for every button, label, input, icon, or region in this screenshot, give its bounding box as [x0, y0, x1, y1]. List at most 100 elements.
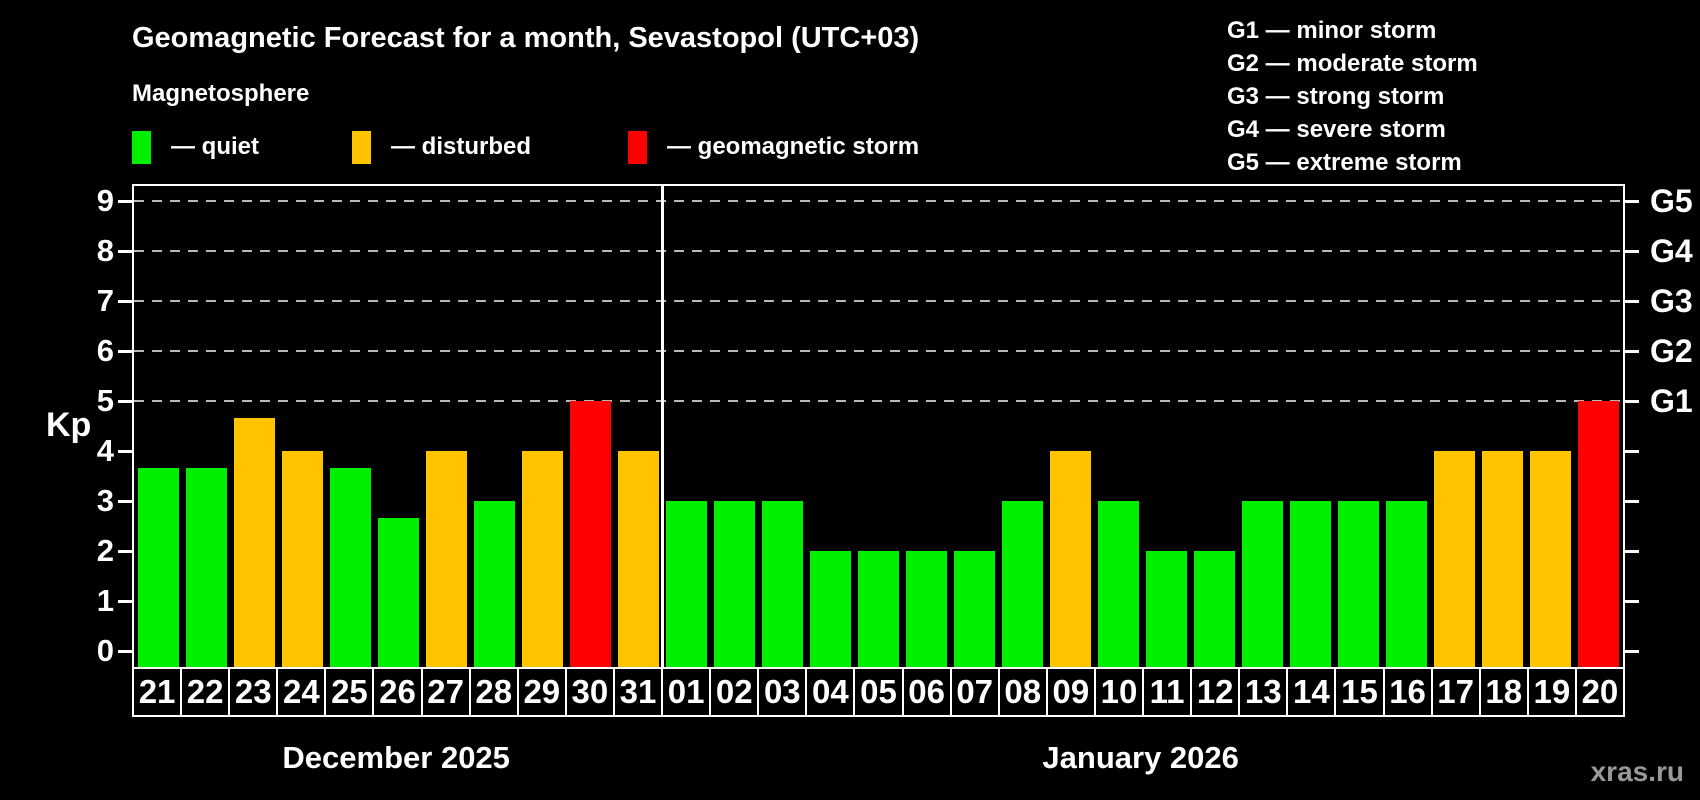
- date-cell: 16: [1384, 669, 1431, 715]
- date-cell: 14: [1288, 669, 1335, 715]
- date-cell: 02: [711, 669, 758, 715]
- month-divider-line: [660, 186, 664, 667]
- date-cell: 03: [759, 669, 806, 715]
- y-tick-label: 2: [96, 533, 114, 568]
- right-axis-tick: [1625, 199, 1639, 203]
- y-axis-tick: [118, 249, 132, 253]
- kp-bar: [185, 467, 227, 667]
- gridline-kp9: [134, 200, 1623, 202]
- g-scale-legend: G1 — minor storm G2 — moderate storm G3 — …: [1227, 14, 1478, 179]
- date-cell: 28: [470, 669, 517, 715]
- y-axis-tick: [118, 349, 132, 353]
- kp-bar: [1290, 501, 1332, 667]
- kp-bar: [1098, 501, 1140, 667]
- right-axis-tick: [1625, 299, 1639, 303]
- kp-bar: [761, 501, 803, 667]
- gridline-kp5: [134, 400, 1623, 402]
- date-cell: 18: [1480, 669, 1527, 715]
- right-axis-tick: [1625, 249, 1639, 253]
- date-cell: 27: [422, 669, 469, 715]
- kp-bar: [521, 451, 563, 667]
- date-cell: 09: [1047, 669, 1094, 715]
- y-axis-tick: [118, 399, 132, 403]
- date-cell: 22: [182, 669, 229, 715]
- g-scale-legend-line: G2 — moderate storm: [1227, 50, 1478, 77]
- y-tick-label: 7: [96, 283, 114, 318]
- y-tick-label: 5: [96, 383, 114, 418]
- legend-item-storm: — geomagnetic storm: [628, 128, 919, 166]
- date-cell: 31: [614, 669, 662, 715]
- date-cell: 07: [951, 669, 998, 715]
- g-axis-label: G2: [1650, 333, 1693, 369]
- date-cell: 24: [278, 669, 325, 715]
- right-axis-tick: [1625, 449, 1639, 453]
- plot-area: [132, 184, 1625, 667]
- right-axis-tick: [1625, 349, 1639, 353]
- chart-subtitle: Magnetosphere: [132, 80, 310, 107]
- date-cell: 12: [1192, 669, 1239, 715]
- right-axis-tick: [1625, 399, 1639, 403]
- kp-bar: [1434, 451, 1476, 667]
- y-axis-tick: [118, 549, 132, 553]
- kp-bar: [1482, 451, 1524, 667]
- kp-bar: [1242, 501, 1284, 667]
- legend-item-label: — quiet: [171, 133, 259, 160]
- date-cell: 20: [1576, 669, 1623, 715]
- y-axis-tick: [118, 199, 132, 203]
- g-axis-label: G4: [1650, 233, 1693, 269]
- g-axis-label: G3: [1650, 283, 1693, 319]
- kp-bar: [425, 451, 467, 667]
- magnetosphere-legend: — quiet — disturbed — geomagnetic storm: [0, 128, 1100, 166]
- date-axis-row: 21 22 23 24 25 26 27 28 29 30 31 01 02 03 04 05 06 07 08 09…: [132, 667, 1625, 717]
- kp-bar: [954, 551, 996, 667]
- date-cell: 01: [663, 669, 710, 715]
- kp-bar: [569, 401, 611, 667]
- y-axis-tick: [118, 299, 132, 303]
- kp-bar: [665, 501, 707, 667]
- y-tick-label: 6: [96, 333, 114, 368]
- legend-item-label: — disturbed: [391, 133, 532, 160]
- date-cell: 15: [1336, 669, 1383, 715]
- y-tick-label: 4: [96, 433, 114, 468]
- legend-swatch-disturbed: [352, 130, 371, 164]
- y-tick-label: 9: [96, 183, 114, 218]
- y-tick-label: 0: [96, 633, 114, 668]
- gridline-kp6: [134, 350, 1623, 352]
- g-axis-label: G1: [1650, 383, 1693, 419]
- kp-bar: [1338, 501, 1380, 667]
- date-cell: 30: [566, 669, 613, 715]
- kp-bar: [137, 467, 179, 667]
- kp-bar: [1386, 501, 1428, 667]
- legend-item-quiet: — quiet: [132, 128, 259, 166]
- y-tick-label: 3: [96, 483, 114, 518]
- kp-bar: [1530, 451, 1572, 667]
- y-tick-label: 8: [96, 233, 114, 268]
- kp-bar: [857, 551, 899, 667]
- date-cell: 06: [903, 669, 950, 715]
- watermark: xras.ru: [1590, 756, 1684, 787]
- kp-bar: [713, 501, 755, 667]
- kp-bar: [377, 517, 419, 667]
- g-scale-legend-line: G5 — extreme storm: [1227, 149, 1462, 176]
- g-scale-legend-line: G1 — minor storm: [1227, 17, 1437, 44]
- date-cell: 21: [134, 669, 181, 715]
- right-axis-tick: [1625, 499, 1639, 503]
- kp-bar: [1146, 551, 1188, 667]
- date-cell: 05: [855, 669, 902, 715]
- legend-item-label: — geomagnetic storm: [667, 133, 920, 160]
- kp-bar: [233, 417, 275, 667]
- kp-bar: [1578, 401, 1620, 667]
- y-axis-tick: [118, 499, 132, 503]
- kp-bar: [809, 551, 851, 667]
- right-axis-tick: [1625, 599, 1639, 603]
- right-axis-tick: [1625, 649, 1639, 653]
- kp-bar: [906, 551, 948, 667]
- kp-bar: [1002, 501, 1044, 667]
- y-axis-title: Kp: [46, 406, 92, 444]
- y-axis-tick: [118, 649, 132, 653]
- legend-swatch-quiet: [132, 130, 151, 164]
- y-axis-tick: [118, 599, 132, 603]
- kp-bar: [617, 451, 659, 667]
- date-cell: 04: [807, 669, 854, 715]
- date-cell: 11: [1144, 669, 1191, 715]
